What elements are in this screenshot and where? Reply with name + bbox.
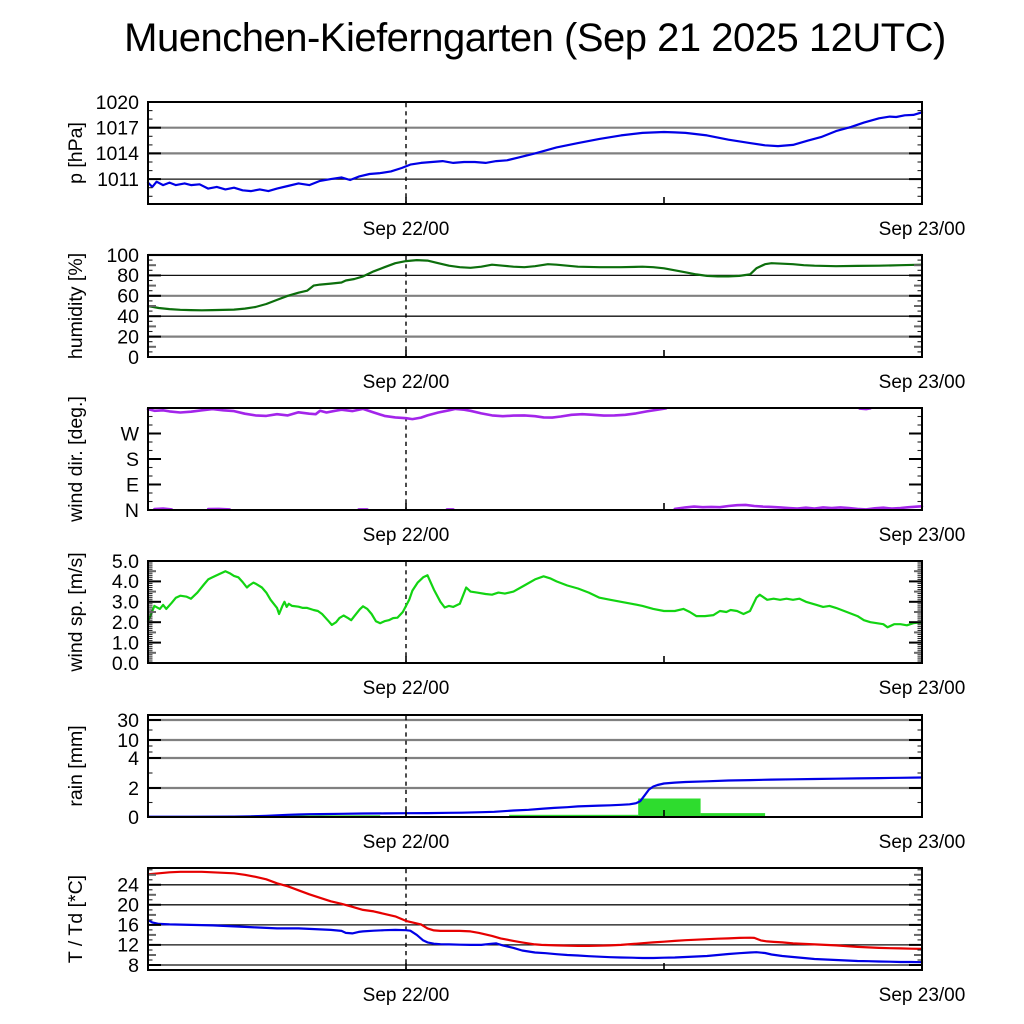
chart-title: Muenchen-Kieferngarten (Sep 21 2025 12UT… (124, 16, 946, 60)
dewpoint-line (146, 918, 924, 964)
y-tick-label: W (121, 423, 140, 445)
y-tick-label: 1.0 (112, 632, 139, 654)
rain-bar (509, 814, 639, 817)
y-tick-label: 2 (128, 778, 139, 800)
y-tick-label: 1014 (96, 143, 140, 165)
x-axis-label: Sep 22/00 (363, 219, 450, 240)
rain-bar (700, 813, 766, 817)
panel-frame (147, 560, 923, 664)
panel-frame (147, 407, 923, 511)
y-tick-label: 20 (117, 895, 139, 917)
wind-direction-line (673, 503, 924, 511)
y-axis-title: wind sp. [m/s] (65, 552, 87, 672)
y-tick-label: N (125, 500, 139, 522)
x-axis-label: Sep 23/00 (879, 985, 966, 1006)
y-tick-label: 80 (117, 265, 139, 287)
x-axis-label: Sep 22/00 (363, 985, 450, 1006)
y-tick-label: 0.0 (112, 653, 139, 675)
y-axis-title: humidity [%] (65, 253, 87, 359)
y-tick-label: 0 (128, 347, 139, 369)
y-tick-label: 1017 (96, 118, 139, 140)
y-tick-label: 4 (128, 748, 139, 770)
x-axis-label: Sep 23/00 (879, 678, 966, 699)
y-tick-label: 24 (117, 875, 139, 897)
panel-frame (147, 254, 923, 358)
y-axis-title: T / Td [*C] (65, 875, 87, 963)
y-tick-label: 12 (117, 935, 139, 957)
y-tick-label: 10 (117, 730, 139, 752)
pressure-line (146, 111, 924, 193)
x-axis-label: Sep 22/00 (363, 372, 450, 393)
y-tick-label: 20 (117, 326, 139, 348)
x-axis-label: Sep 23/00 (879, 219, 966, 240)
y-tick-label: 4.0 (112, 571, 139, 593)
y-tick-label: 1020 (96, 92, 140, 114)
y-tick-label: 16 (117, 915, 139, 937)
x-axis-label: Sep 23/00 (879, 372, 966, 393)
y-tick-label: 5.0 (112, 551, 139, 573)
panel-pressure: 1011 1014 1017 1020 p [hPa] Sep 22/00 Sep 23/0… (65, 92, 965, 240)
panel-frame (147, 101, 923, 205)
x-axis-label: Sep 22/00 (363, 832, 450, 853)
panel-frame (147, 714, 923, 818)
y-tick-label: 40 (117, 306, 139, 328)
rain-bar (638, 798, 701, 817)
humidity-line (146, 259, 924, 312)
rain-accumulation-line (146, 776, 924, 818)
x-axis-label: Sep 23/00 (879, 832, 966, 853)
y-axis-title: p [hPa] (65, 122, 87, 184)
y-tick-label: 2.0 (112, 612, 139, 634)
wind-direction-line (146, 407, 668, 421)
wind-speed-line (146, 570, 924, 629)
y-tick-label: E (126, 474, 139, 496)
y-tick-label: 60 (117, 286, 139, 308)
y-tick-label: 0 (128, 807, 139, 829)
y-tick-label: S (126, 449, 139, 471)
temperature-line (146, 870, 924, 950)
y-tick-label: 30 (117, 710, 139, 732)
y-axis-title: wind dir. [deg.] (65, 396, 87, 523)
y-tick-label: 1011 (97, 169, 139, 191)
panel-frame (147, 867, 923, 971)
y-tick-label: 100 (106, 245, 139, 267)
y-tick-label: 3.0 (112, 592, 139, 614)
x-axis-label: Sep 23/00 (879, 525, 966, 546)
x-axis-label: Sep 22/00 (363, 525, 450, 546)
y-axis-title: rain [mm] (65, 725, 87, 806)
x-axis-label: Sep 22/00 (363, 678, 450, 699)
panel-wind-speed: 0.01.02.03.04.05.0 wind sp. [m/s] Sep 22/0… (65, 551, 965, 699)
y-tick-label: 8 (128, 955, 139, 977)
